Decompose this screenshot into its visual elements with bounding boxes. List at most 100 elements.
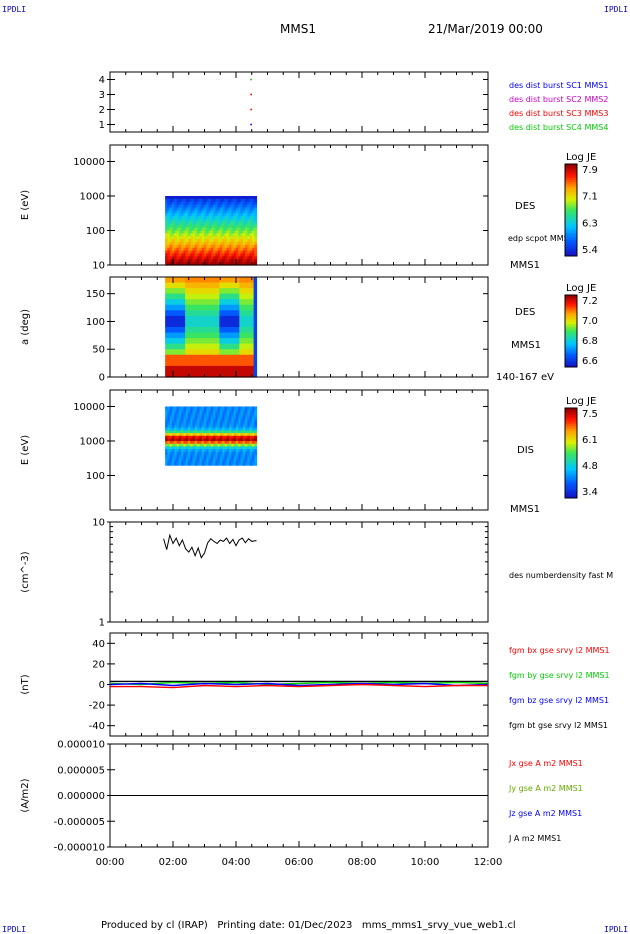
corner-label-bl: IPDLI bbox=[2, 925, 27, 934]
heatmap-cell bbox=[227, 354, 232, 361]
heatmap-cell bbox=[187, 446, 191, 450]
heatmap-cell bbox=[207, 277, 212, 284]
heatmap-cell bbox=[235, 406, 239, 410]
heatmap-cell bbox=[254, 253, 258, 257]
heatmap-cell bbox=[203, 224, 207, 229]
heatmap-cell bbox=[197, 430, 200, 434]
heatmap-cell bbox=[242, 446, 246, 450]
heatmap-cell bbox=[240, 239, 244, 243]
heatmap-cell bbox=[167, 227, 171, 232]
heatmap-cell bbox=[251, 425, 255, 429]
heatmap-cell bbox=[183, 207, 187, 211]
heatmap-cell bbox=[174, 227, 178, 232]
heatmap-cell bbox=[242, 304, 246, 311]
heatmap-cell bbox=[199, 315, 203, 323]
heatmap-cell bbox=[199, 354, 203, 361]
heatmap-cell bbox=[229, 256, 232, 260]
heatmap-cell bbox=[253, 293, 258, 300]
heatmap-cell bbox=[201, 406, 205, 410]
colorbar-cell bbox=[565, 203, 577, 206]
heatmap-cell bbox=[178, 419, 182, 424]
heatmap-cell bbox=[217, 462, 221, 466]
heatmap-cell bbox=[171, 446, 175, 450]
heatmap-cell bbox=[242, 241, 246, 246]
heatmap-cell bbox=[245, 247, 248, 252]
heatmap-cell bbox=[193, 304, 198, 311]
heatmap-cell bbox=[199, 419, 203, 424]
heatmap-cell bbox=[171, 250, 175, 255]
heatmap-cell bbox=[183, 443, 187, 448]
heatmap-cell bbox=[202, 282, 206, 289]
panel-2-species-label: DES bbox=[515, 201, 535, 212]
heatmap-cell bbox=[242, 332, 246, 339]
heatmap-cell bbox=[253, 304, 258, 311]
heatmap-cell bbox=[199, 327, 203, 334]
colorbar-cell bbox=[565, 219, 577, 222]
heatmap-cell bbox=[247, 218, 251, 223]
panel-2-y-axis-label: E (eV) bbox=[20, 190, 31, 220]
heatmap-cell bbox=[192, 422, 196, 426]
heatmap-cell bbox=[199, 438, 203, 442]
heatmap-cell bbox=[174, 236, 178, 240]
heatmap-cell bbox=[219, 213, 223, 217]
heatmap-cell bbox=[165, 221, 169, 226]
heatmap-cell bbox=[238, 259, 242, 263]
heatmap-cell bbox=[224, 406, 228, 410]
heatmap-cell bbox=[185, 430, 189, 434]
heatmap-cell bbox=[254, 230, 258, 234]
heatmap-cell bbox=[199, 233, 203, 237]
heatmap-cell bbox=[199, 239, 203, 243]
heatmap-cell bbox=[174, 417, 178, 421]
heatmap-cell bbox=[194, 207, 198, 211]
heatmap-cell bbox=[199, 241, 203, 246]
heatmap-cell bbox=[217, 433, 221, 437]
heatmap-cell bbox=[203, 411, 207, 416]
heatmap-cell bbox=[181, 207, 184, 211]
heatmap-cell bbox=[197, 236, 200, 240]
heatmap-cell bbox=[194, 253, 198, 257]
heatmap-cell bbox=[190, 433, 194, 437]
heatmap-cell bbox=[183, 233, 187, 237]
heatmap-cell bbox=[222, 435, 226, 440]
heatmap-cell bbox=[225, 360, 229, 367]
heatmap-cell bbox=[219, 227, 223, 232]
heatmap-cell bbox=[185, 354, 189, 361]
heatmap-cell bbox=[242, 433, 246, 437]
heatmap-cell bbox=[240, 253, 244, 257]
heatmap-cell bbox=[238, 441, 242, 445]
heatmap-cell bbox=[224, 210, 228, 214]
heatmap-cell bbox=[196, 304, 200, 311]
heatmap-cell bbox=[254, 221, 258, 226]
heatmap-cell bbox=[165, 417, 169, 421]
colorbar-cell bbox=[565, 453, 577, 456]
colorbar-cell bbox=[565, 164, 577, 167]
heatmap-cell bbox=[196, 288, 200, 295]
heatmap-cell bbox=[208, 417, 212, 421]
heatmap-cell bbox=[235, 218, 239, 223]
heatmap-cell bbox=[199, 435, 203, 440]
heatmap-cell bbox=[247, 195, 251, 200]
heatmap-cell bbox=[250, 343, 255, 350]
colorbar-cell bbox=[565, 446, 577, 449]
colorbar-cell bbox=[565, 244, 577, 248]
heatmap-cell bbox=[247, 354, 252, 361]
heatmap-cell bbox=[187, 250, 191, 255]
panel-4-colorbar-tick: 7.5 bbox=[582, 409, 598, 420]
heatmap-cell bbox=[249, 459, 253, 464]
heatmap-cell bbox=[185, 239, 189, 243]
heatmap-cell bbox=[201, 227, 205, 232]
heatmap-cell bbox=[235, 430, 239, 434]
heatmap-cell bbox=[181, 236, 184, 240]
heatmap-cell bbox=[201, 462, 205, 466]
heatmap-cell bbox=[178, 438, 182, 442]
heatmap-cell bbox=[233, 310, 238, 317]
heatmap-cell bbox=[225, 327, 229, 334]
heatmap-cell bbox=[208, 227, 212, 232]
heatmap-cell bbox=[217, 441, 221, 445]
heatmap-cell bbox=[213, 454, 216, 458]
heatmap-cell bbox=[240, 409, 244, 413]
heatmap-cell bbox=[219, 462, 223, 466]
heatmap-cell bbox=[193, 360, 198, 367]
heatmap-cell bbox=[185, 425, 189, 429]
heatmap-cell bbox=[215, 419, 219, 424]
